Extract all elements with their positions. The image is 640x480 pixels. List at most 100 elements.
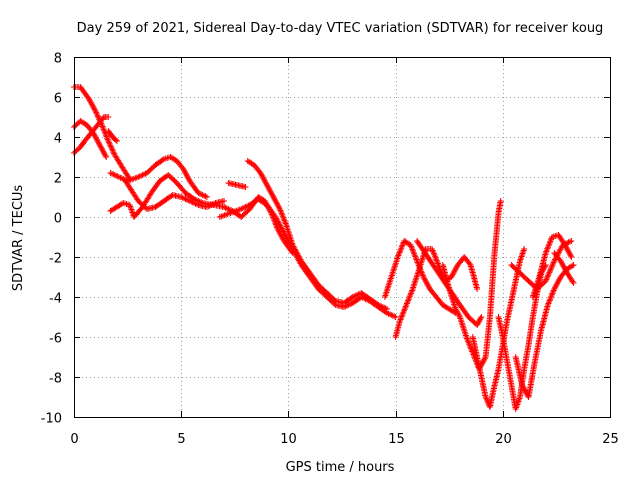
data-point xyxy=(242,204,249,210)
data-point xyxy=(549,262,556,269)
data-point xyxy=(274,226,281,232)
series-arc-g xyxy=(122,178,228,212)
data-point xyxy=(550,288,557,295)
data-point xyxy=(395,252,402,259)
data-point xyxy=(547,236,554,243)
data-point xyxy=(546,239,553,246)
data-point xyxy=(421,275,428,282)
data-point xyxy=(268,211,275,218)
data-point xyxy=(270,194,277,200)
data-point xyxy=(221,204,228,210)
data-point xyxy=(421,276,428,283)
data-point xyxy=(102,152,109,159)
data-point xyxy=(183,196,190,203)
data-point xyxy=(105,139,112,146)
data-point xyxy=(477,315,484,322)
data-point xyxy=(429,247,436,254)
data-point xyxy=(271,195,278,202)
data-point xyxy=(259,174,266,180)
data-point xyxy=(288,248,295,255)
data-point xyxy=(554,280,561,287)
data-point xyxy=(182,196,189,202)
data-point xyxy=(467,344,474,351)
data-point xyxy=(567,251,573,258)
data-point xyxy=(91,105,97,112)
data-point xyxy=(138,172,145,179)
y-tick-label: -4 xyxy=(49,292,62,307)
data-point xyxy=(385,310,392,317)
data-point xyxy=(106,140,113,147)
data-point xyxy=(259,172,265,179)
y-tick-label: -6 xyxy=(49,332,62,347)
data-point xyxy=(482,394,489,400)
data-point xyxy=(558,259,565,266)
data-point xyxy=(241,204,248,211)
series-arc-l xyxy=(381,238,459,316)
data-point xyxy=(433,256,440,263)
data-point xyxy=(563,244,570,251)
series-arc-a xyxy=(71,84,133,182)
series-arc-m xyxy=(392,246,481,340)
data-point xyxy=(358,294,365,300)
data-point xyxy=(551,286,558,292)
data-point xyxy=(553,282,560,288)
data-point xyxy=(406,294,413,301)
data-point xyxy=(391,313,398,320)
data-point xyxy=(103,154,110,160)
data-point xyxy=(548,265,555,272)
series-arc-b xyxy=(71,118,110,160)
data-point xyxy=(569,278,576,285)
data-point xyxy=(544,273,551,280)
data-point xyxy=(279,213,286,220)
axis-ticks: 0 5 10 15 20 25 -10 -8 -6 -4 -2 0 2 4 6 8 xyxy=(41,52,619,448)
data-point xyxy=(274,202,281,208)
series-arc-e xyxy=(107,154,210,200)
data-point xyxy=(397,316,404,323)
data-point xyxy=(266,207,273,214)
y-tick-label: 2 xyxy=(54,172,62,187)
data-point xyxy=(561,264,568,271)
x-tick-label: 5 xyxy=(177,432,185,447)
data-point xyxy=(562,266,568,272)
data-point xyxy=(422,278,429,284)
data-point xyxy=(466,260,473,267)
data-point xyxy=(519,382,526,388)
data-point xyxy=(100,148,107,155)
data-point xyxy=(483,396,490,403)
data-point xyxy=(478,314,485,320)
data-point xyxy=(392,314,399,320)
data-point xyxy=(181,167,188,174)
data-point xyxy=(183,171,190,178)
data-point xyxy=(364,296,370,303)
data-point xyxy=(552,284,558,291)
series-arc-u xyxy=(551,250,577,286)
y-axis-label: SDTVAR / TECUs xyxy=(11,185,26,292)
data-point xyxy=(271,217,278,224)
data-point xyxy=(548,291,555,298)
data-point xyxy=(101,150,107,156)
data-point xyxy=(570,262,577,268)
x-tick-label: 10 xyxy=(280,432,297,447)
data-point xyxy=(96,140,102,147)
data-point xyxy=(86,96,92,102)
data-point xyxy=(451,267,458,274)
data-point xyxy=(276,228,283,235)
data-point xyxy=(362,296,369,302)
data-point xyxy=(388,312,395,318)
data-point xyxy=(564,240,571,246)
data-point xyxy=(425,283,432,290)
data-point xyxy=(474,286,481,292)
data-point xyxy=(108,145,115,151)
data-point xyxy=(279,235,286,242)
data-point xyxy=(420,274,427,280)
data-point xyxy=(277,207,284,214)
data-point xyxy=(545,300,552,307)
data-point xyxy=(407,291,414,298)
data-point xyxy=(93,110,100,117)
data-point xyxy=(397,246,404,253)
data-point xyxy=(561,241,568,248)
y-tick-label: -8 xyxy=(49,372,62,387)
series-arc-t xyxy=(508,238,575,292)
data-point xyxy=(449,271,456,278)
